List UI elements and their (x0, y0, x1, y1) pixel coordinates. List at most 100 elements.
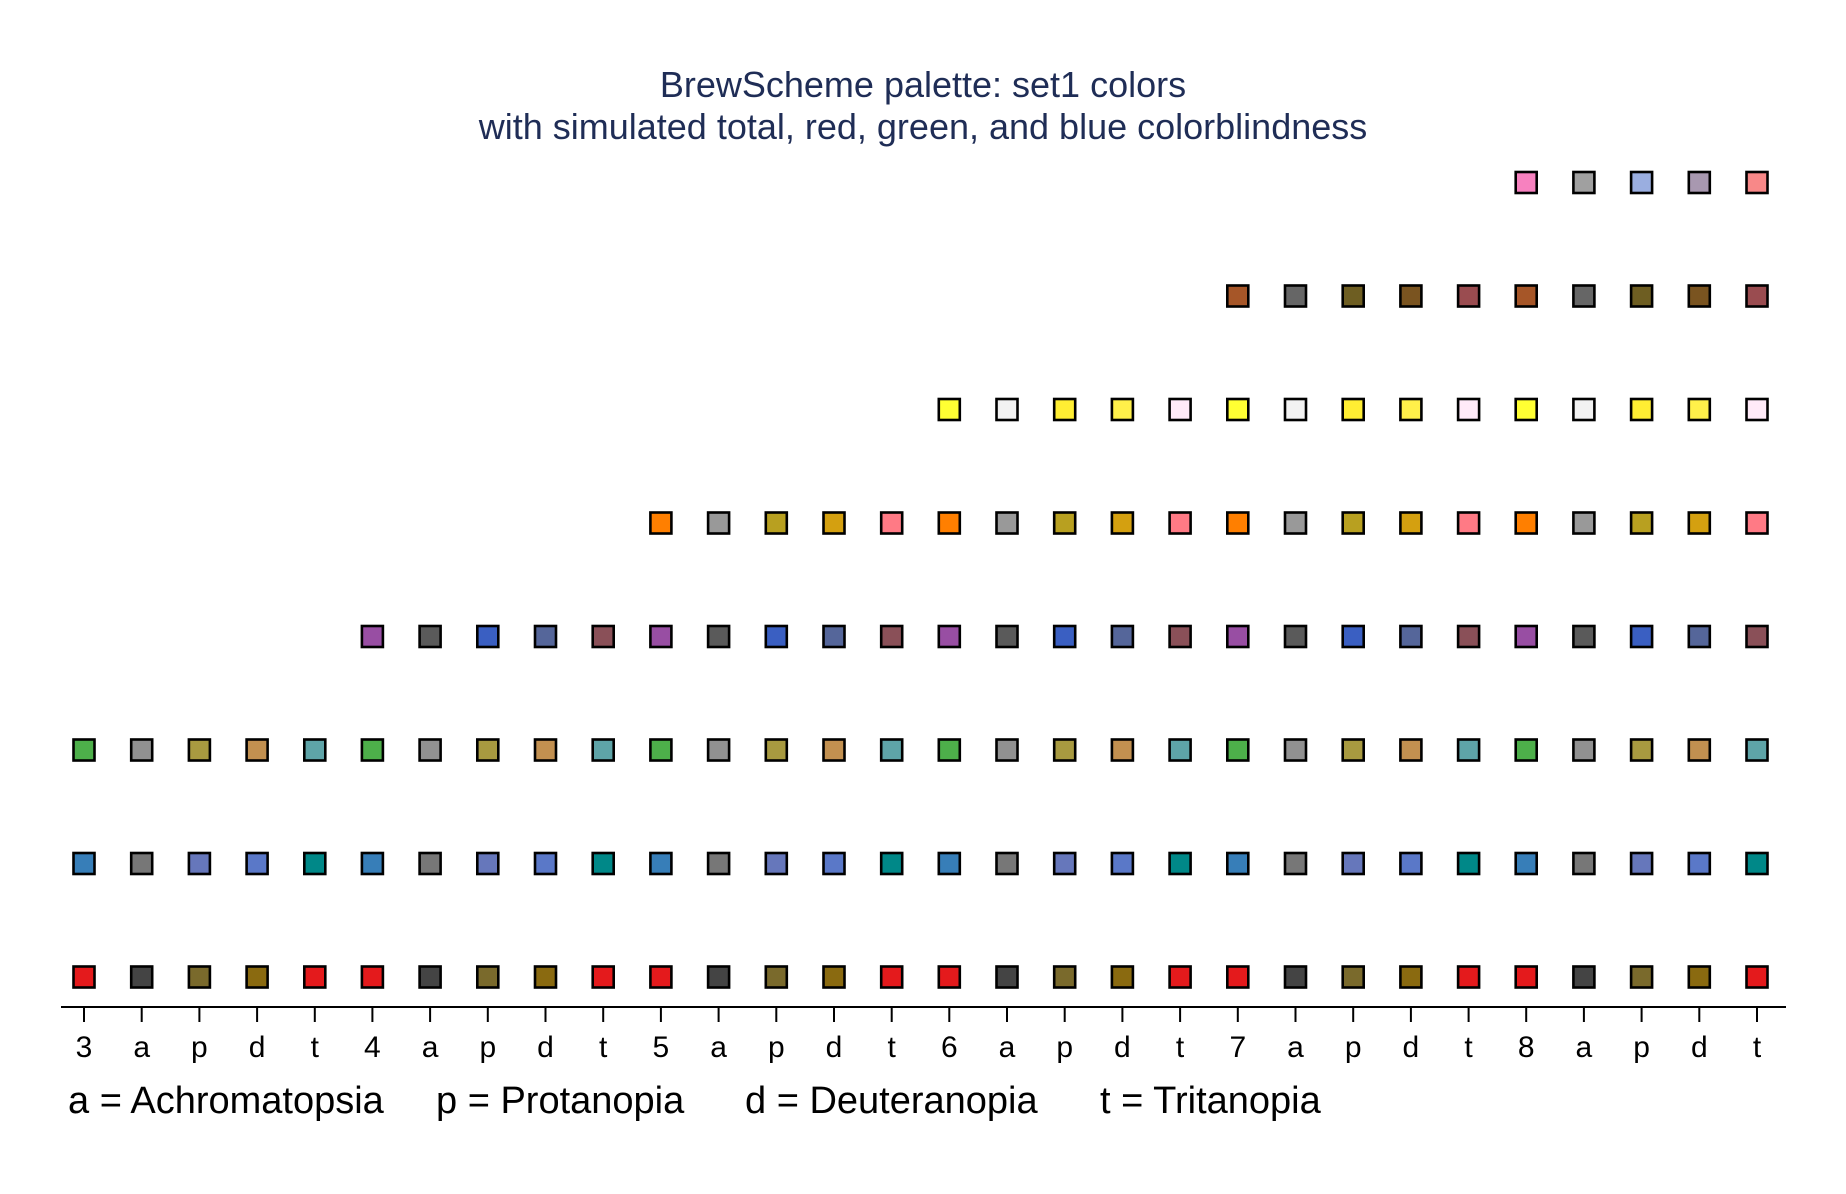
marker-row5-col24 (1399, 511, 1423, 535)
marker-row1-col5 (302, 965, 327, 989)
marker-row1-col17 (995, 965, 1019, 989)
marker-row4-col22 (1283, 624, 1308, 649)
marker-row2-col28 (1629, 851, 1654, 876)
marker-row2-col15 (879, 851, 904, 876)
marker-row2-col18 (1052, 851, 1077, 876)
marker-row7-col29 (1687, 284, 1712, 308)
legend-item-achromatopsia: a = Achromatopsia (68, 1080, 384, 1122)
marker-row3-col22 (1283, 738, 1308, 762)
marker-row7-col24 (1399, 284, 1423, 308)
x-tick-label-23: p (1345, 1031, 1362, 1064)
marker-row3-col18 (1052, 738, 1077, 762)
marker-row3-col11 (649, 738, 673, 762)
marker-row1-col2 (129, 965, 154, 989)
marker-row3-col5 (302, 738, 327, 762)
marker-row1-col27 (1572, 965, 1596, 989)
marker-row3-col8 (475, 738, 500, 762)
legend: a = Achromatopsia p = Protanopia d = Deu… (68, 1080, 1768, 1130)
marker-row3-col20 (1168, 738, 1192, 762)
marker-row4-col19 (1110, 624, 1135, 649)
marker-row2-col13 (764, 851, 789, 876)
marker-row1-col20 (1168, 965, 1192, 989)
marker-row1-col8 (475, 965, 500, 989)
marker-row6-col17 (995, 397, 1019, 422)
x-tick-label-1: 3 (76, 1031, 93, 1064)
marker-row2-col7 (418, 851, 442, 876)
x-tick-label-29: d (1691, 1031, 1708, 1064)
marker-row2-col9 (533, 851, 558, 876)
marker-row2-col11 (649, 851, 673, 876)
marker-row3-col27 (1572, 738, 1596, 762)
marker-row4-col14 (822, 624, 846, 649)
marker-row3-col29 (1687, 738, 1712, 762)
marker-row3-col15 (879, 738, 904, 762)
marker-row3-col13 (764, 738, 789, 762)
marker-row3-col28 (1629, 738, 1654, 762)
x-tick-label-25: t (1464, 1031, 1473, 1064)
marker-row3-col23 (1341, 738, 1365, 762)
marker-row2-col21 (1226, 851, 1250, 876)
marker-row6-col24 (1399, 397, 1423, 422)
marker-row6-col22 (1283, 397, 1308, 422)
marker-row5-col12 (706, 511, 731, 535)
x-tick-label-26: 8 (1518, 1031, 1535, 1064)
marker-row2-col19 (1110, 851, 1135, 876)
x-tick-label-9: d (537, 1031, 554, 1064)
x-tick-label-5: t (311, 1031, 320, 1064)
x-tick-label-11: 5 (653, 1031, 670, 1064)
marker-row2-col6 (360, 851, 385, 876)
marker-row5-col17 (995, 511, 1019, 535)
marker-row7-col22 (1283, 284, 1308, 308)
marker-row3-col16 (937, 738, 962, 762)
legend-item-tritanopia: t = Tritanopia (1100, 1080, 1321, 1122)
x-tick-label-22: a (1287, 1031, 1304, 1064)
marker-row5-col20 (1168, 511, 1192, 535)
marker-row4-col20 (1168, 624, 1192, 649)
marker-row6-col25 (1456, 397, 1481, 422)
marker-row8-col29 (1687, 170, 1712, 195)
marker-row3-col21 (1226, 738, 1250, 762)
marker-row1-col3 (187, 965, 212, 989)
marker-row3-col14 (822, 738, 846, 762)
marker-row1-col25 (1456, 965, 1481, 989)
marker-row2-col12 (706, 851, 731, 876)
marker-row6-col16 (937, 397, 962, 422)
marker-row2-col10 (591, 851, 616, 876)
marker-row3-col25 (1456, 738, 1481, 762)
marker-row2-col1 (72, 851, 96, 876)
marker-row5-col19 (1110, 511, 1135, 535)
marker-row4-col23 (1341, 624, 1365, 649)
marker-row3-col1 (72, 738, 96, 762)
x-tick-label-17: a (999, 1031, 1016, 1064)
marker-row8-col28 (1629, 170, 1654, 195)
marker-row3-col10 (591, 738, 616, 762)
marker-row4-col18 (1052, 624, 1077, 649)
marker-row6-col20 (1168, 397, 1192, 422)
marker-row8-col27 (1572, 170, 1596, 195)
marker-row2-col8 (475, 851, 500, 876)
marker-row4-col21 (1226, 624, 1250, 649)
marker-row2-col27 (1572, 851, 1596, 876)
marker-row1-col30 (1745, 965, 1769, 989)
marker-row5-col21 (1226, 511, 1250, 535)
legend-item-protanopia: p = Protanopia (436, 1080, 685, 1122)
marker-row7-col26 (1514, 284, 1538, 308)
marker-row2-col20 (1168, 851, 1192, 876)
marker-row4-col6 (360, 624, 385, 649)
marker-row1-col21 (1226, 965, 1250, 989)
marker-row1-col28 (1629, 965, 1654, 989)
marker-row1-col11 (649, 965, 673, 989)
x-tick-label-7: a (422, 1031, 439, 1064)
marker-row6-col23 (1341, 397, 1365, 422)
marker-row1-col16 (937, 965, 962, 989)
marker-row5-col14 (822, 511, 846, 535)
marker-row2-col17 (995, 851, 1019, 876)
marker-row2-col14 (822, 851, 846, 876)
marker-row6-col27 (1572, 397, 1596, 422)
marker-row1-col24 (1399, 965, 1423, 989)
marker-row2-col4 (245, 851, 269, 876)
marker-row5-col23 (1341, 511, 1365, 535)
marker-row1-col4 (245, 965, 269, 989)
marker-row1-col15 (879, 965, 904, 989)
